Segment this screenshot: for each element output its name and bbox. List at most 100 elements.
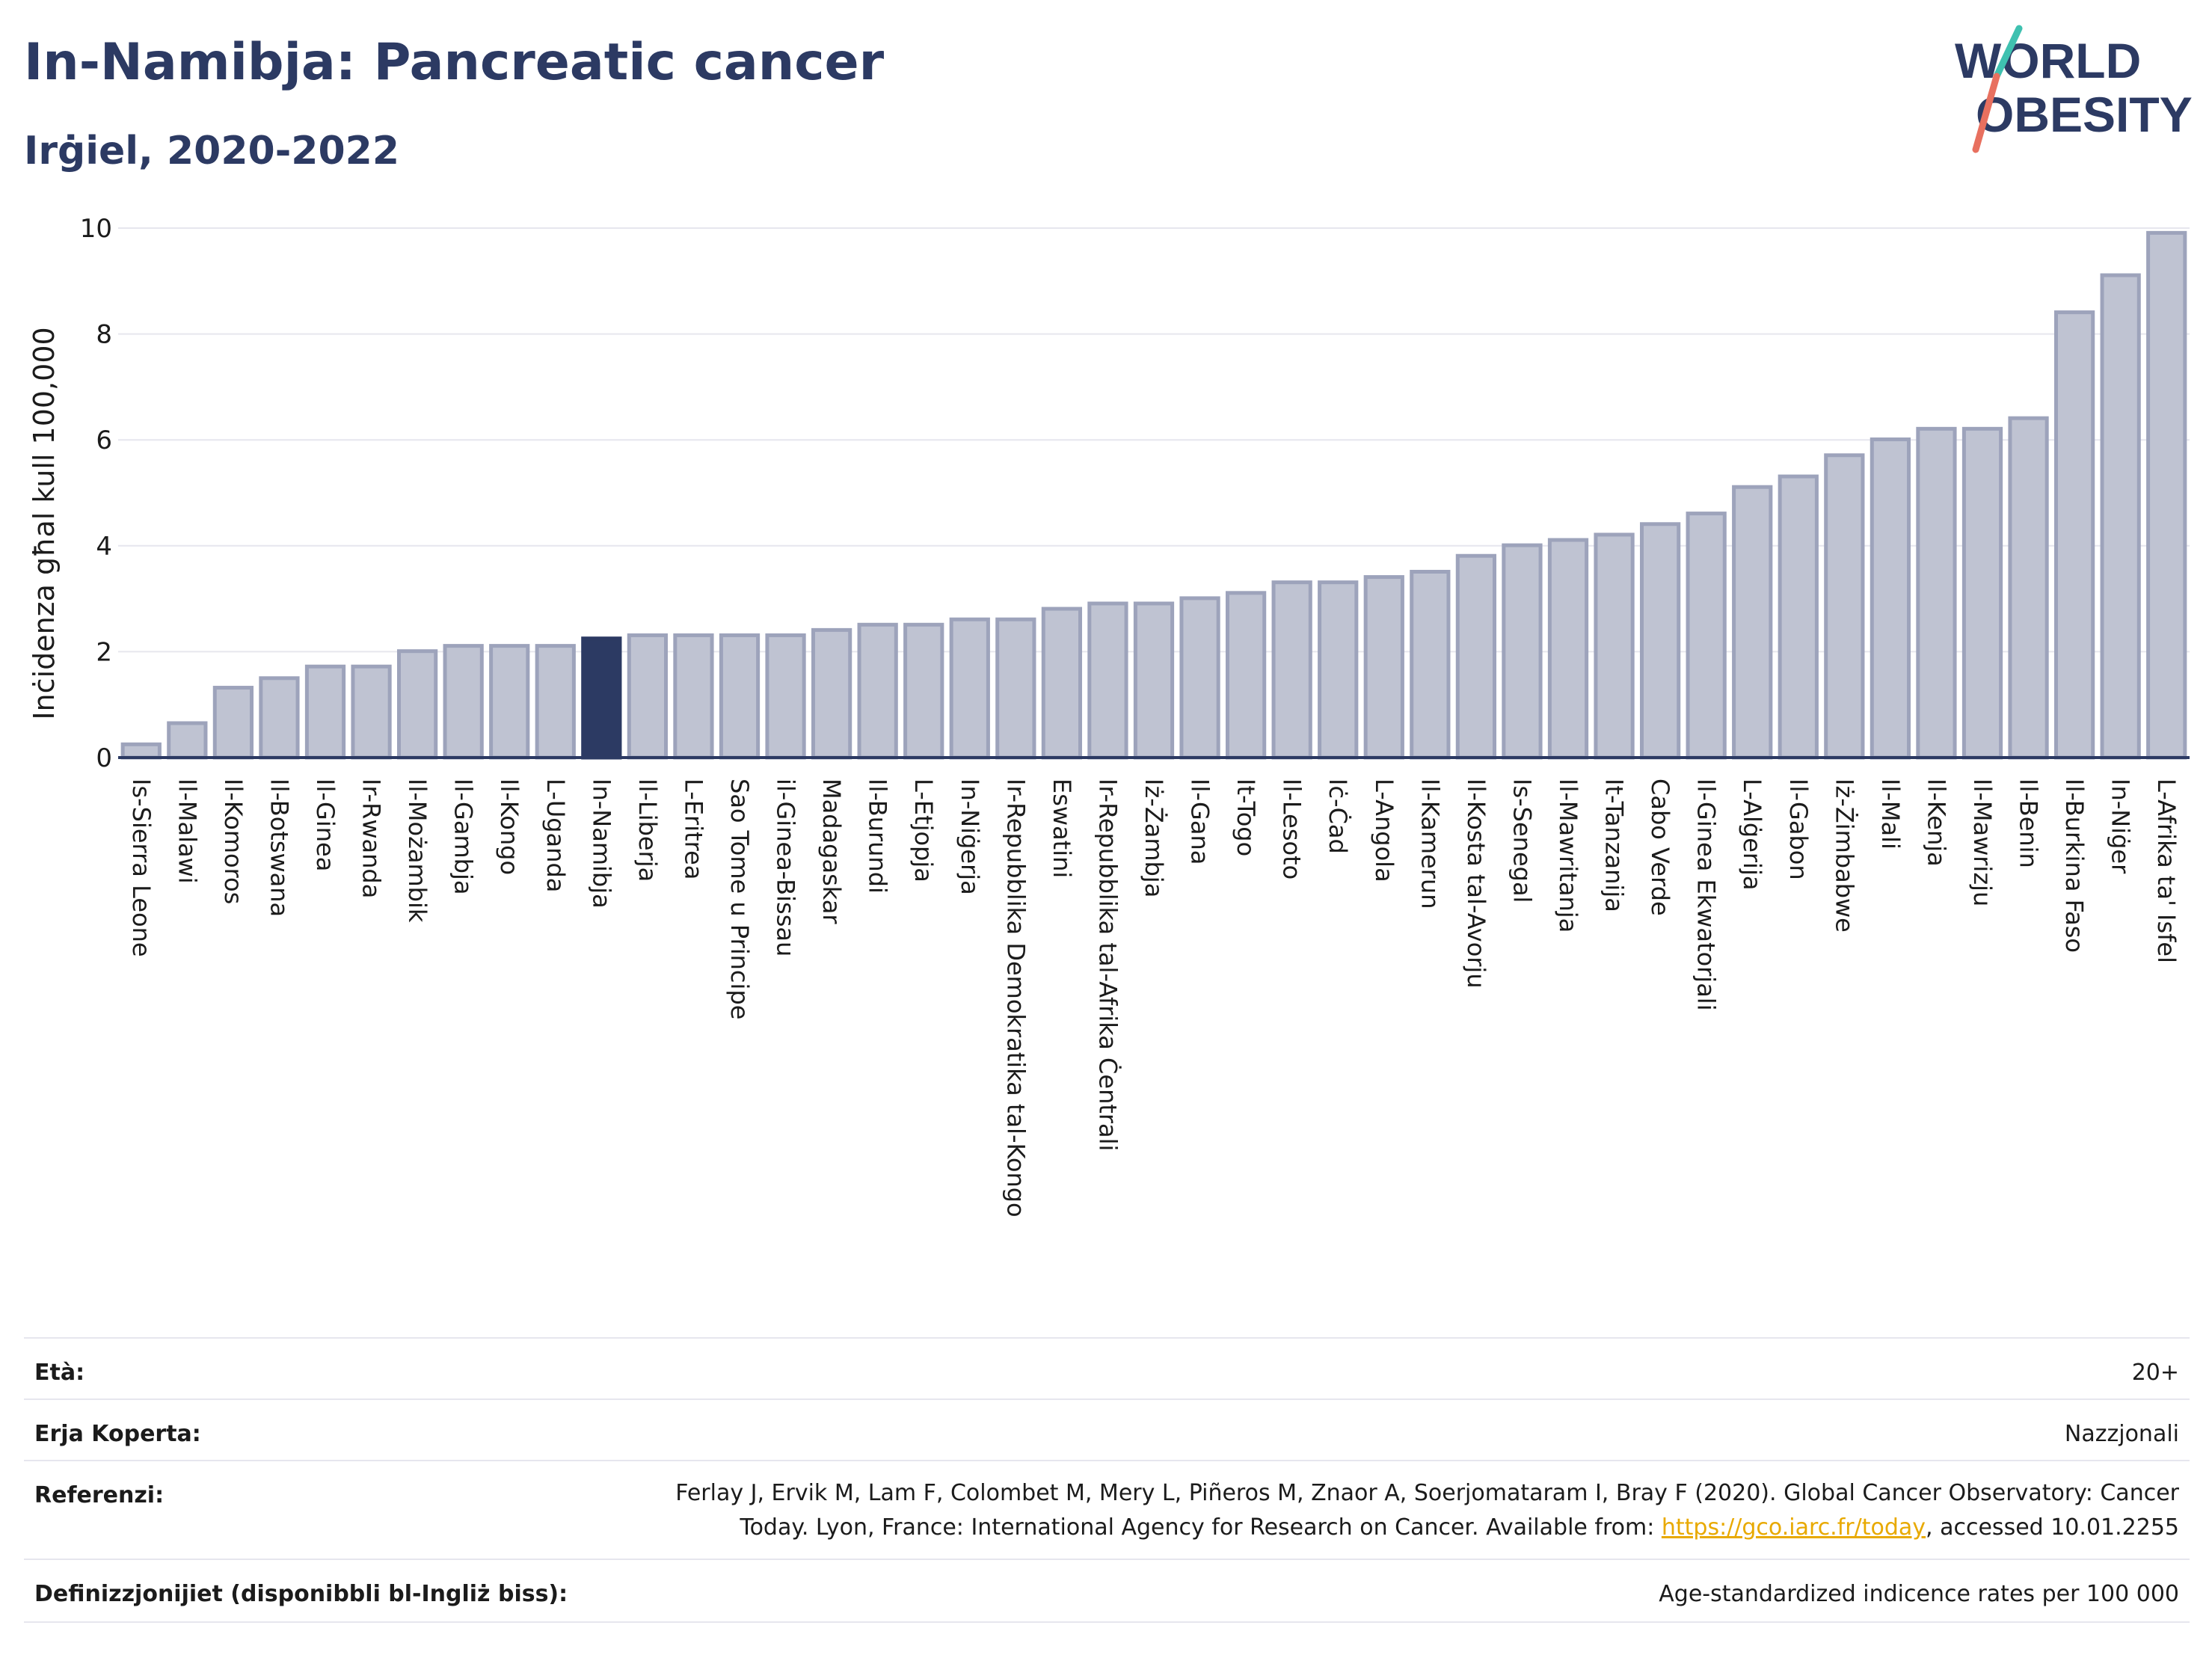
bar: [1594, 532, 1635, 760]
bar: [2053, 310, 2095, 760]
x-tick-label: Il-Możambik: [403, 779, 431, 923]
bar: [949, 617, 990, 760]
x-tick-label: Sao Tome u Principe: [725, 779, 754, 1019]
x-tick-label: Il-Kenja: [1922, 779, 1950, 867]
x-tick-label: Il-Kosta tal-Avorju: [1462, 779, 1490, 989]
x-tick-label: Ir-Repubblika tal-Afrika Ċentrali: [1093, 779, 1122, 1151]
x-tick-label: Il-Komoros: [219, 779, 248, 904]
x-tick-label: Iż-Żambja: [1140, 779, 1168, 897]
x-tick-label: Ir-Rwanda: [357, 779, 386, 898]
bar: [489, 644, 530, 760]
bars: [120, 230, 2187, 760]
bar: [1179, 596, 1220, 760]
x-tick-label: Il-Malawi: [173, 779, 201, 884]
y-axis-label: Inċidenza għal kull 100,000: [28, 327, 61, 719]
x-tick-label: Cabo Verde: [1646, 779, 1674, 916]
x-tick-label: It-Togo: [1232, 779, 1260, 856]
bar: [1225, 591, 1267, 760]
def-label: Definizzjonijiet (disponibbli bl-Ingliż …: [34, 1581, 568, 1607]
x-tick-label: In-Niġerja: [956, 779, 984, 895]
ref-line1: Ferlay J, Ervik M, Lam F, Colombet M, Me…: [675, 1480, 2179, 1506]
y-tick-label: 4: [96, 532, 112, 562]
bar: [1732, 485, 1773, 760]
area-label: Erja Koperta:: [34, 1421, 201, 1447]
age-label: Età:: [34, 1360, 85, 1386]
x-tick-label: Il-Liberja: [633, 779, 662, 882]
x-tick-label: In-Niġer: [2107, 779, 2135, 874]
y-tick-label: 2: [96, 637, 112, 667]
bar: [857, 622, 898, 760]
meta-row-references: Referenzi: Ferlay J, Ervik M, Lam F, Col…: [24, 1460, 2190, 1560]
bar: [2008, 416, 2049, 760]
bar: [1916, 426, 1957, 760]
bar: [1318, 580, 1359, 760]
bar: [1824, 453, 1865, 760]
bar: [811, 627, 852, 760]
bar: [1087, 601, 1128, 760]
ref-value: Ferlay J, Ervik M, Lam F, Colombet M, Me…: [534, 1476, 2179, 1545]
x-tick-label: Eswatini: [1048, 779, 1076, 878]
y-tick-labels: 0 2 4 6 8 10: [80, 214, 112, 773]
x-tick-label: L-Eritrea: [679, 779, 707, 879]
bar: [351, 664, 392, 760]
world-obesity-logo: WORLD OBESITY: [1955, 25, 2193, 153]
bar: [903, 622, 944, 760]
bar: [1041, 607, 1083, 760]
bar: [396, 649, 438, 760]
x-tick-label: Ir-Repubblika Demokratika tal-Kongo: [1001, 779, 1030, 1218]
bar-chart: 0 2 4 6 8 10 Is-Sierra Leone Il-Malawi Il-Komor…: [28, 214, 2190, 1218]
bar: [1778, 474, 1819, 760]
logo-stroke-teal: [1993, 25, 2023, 80]
x-tick-label: Il-Kamerun: [1416, 779, 1444, 909]
y-tick-label: 8: [96, 320, 112, 350]
x-tick-label: Il-Ginea Ekwatorjali: [1692, 779, 1721, 1011]
x-tick-label: il-Ginea-Bissau: [772, 779, 800, 957]
x-tick-label: Iċ-Ċad: [1324, 779, 1352, 854]
bar: [1547, 538, 1589, 760]
bar: [627, 633, 669, 760]
ref-line2: Today. Lyon, France: International Agenc…: [740, 1514, 2179, 1541]
bar: [212, 686, 254, 760]
x-tick-label: Il-Lesoto: [1278, 779, 1306, 879]
bar: [1363, 575, 1404, 760]
x-tick-label: Il-Mawrizju: [1968, 779, 1997, 906]
def-value: Age-standardized indicence rates per 100…: [1659, 1581, 2179, 1607]
area-value: Nazzjonali: [2064, 1421, 2179, 1447]
x-tick-label: Iż-Żimbabwe: [1830, 779, 1858, 933]
x-tick-label: L-Alġerija: [1738, 779, 1766, 890]
x-tick-label: L-Afrika ta' Isfel: [2152, 779, 2181, 963]
page-subtitle: Irġiel, 2020-2022: [24, 129, 400, 174]
y-tick-label: 6: [96, 426, 112, 455]
bar: [304, 664, 346, 760]
x-tick-label: Il-Burkina Faso: [2060, 779, 2089, 953]
ref-label: Referenzi:: [34, 1482, 165, 1508]
x-tick-label: L-Angola: [1370, 779, 1398, 882]
ref-link[interactable]: https://gco.iarc.fr/today: [1661, 1514, 1926, 1541]
meta-row-area: Erja Koperta: Nazzjonali: [24, 1398, 2190, 1461]
x-tick-labels: Is-Sierra Leone Il-Malawi Il-Komoros Il-Bot…: [127, 779, 2181, 1218]
x-tick-label: Il-Mawritanja: [1554, 779, 1582, 933]
bar-highlight: [581, 636, 622, 760]
bar: [259, 676, 300, 760]
bar: [2146, 230, 2187, 760]
meta-row-age: Età: 20+: [24, 1337, 2190, 1400]
x-tick-label: Il-Benin: [2015, 779, 2043, 868]
bar: [1870, 437, 1911, 760]
x-tick-label: Il-Gana: [1186, 779, 1214, 865]
bar: [1502, 543, 1543, 760]
y-tick-label: 0: [96, 743, 112, 773]
page-title: In-Namibja: Pancreatic cancer: [24, 33, 885, 92]
bar: [673, 633, 714, 760]
x-tick-label: Is-Sierra Leone: [127, 779, 156, 957]
logo-line2: OBESITY: [1976, 87, 2193, 142]
bar: [1455, 553, 1497, 760]
bar: [443, 644, 484, 760]
x-tick-label: It-Tanzanija: [1600, 779, 1629, 912]
x-tick-label: L-Etjopja: [909, 779, 938, 882]
bar: [1271, 580, 1312, 760]
bar: [995, 617, 1036, 760]
x-tick-label: Il-Mali: [1876, 779, 1905, 850]
x-tick-label: L-Uganda: [541, 779, 570, 892]
bar: [1961, 426, 2003, 760]
bar: [1133, 601, 1175, 760]
